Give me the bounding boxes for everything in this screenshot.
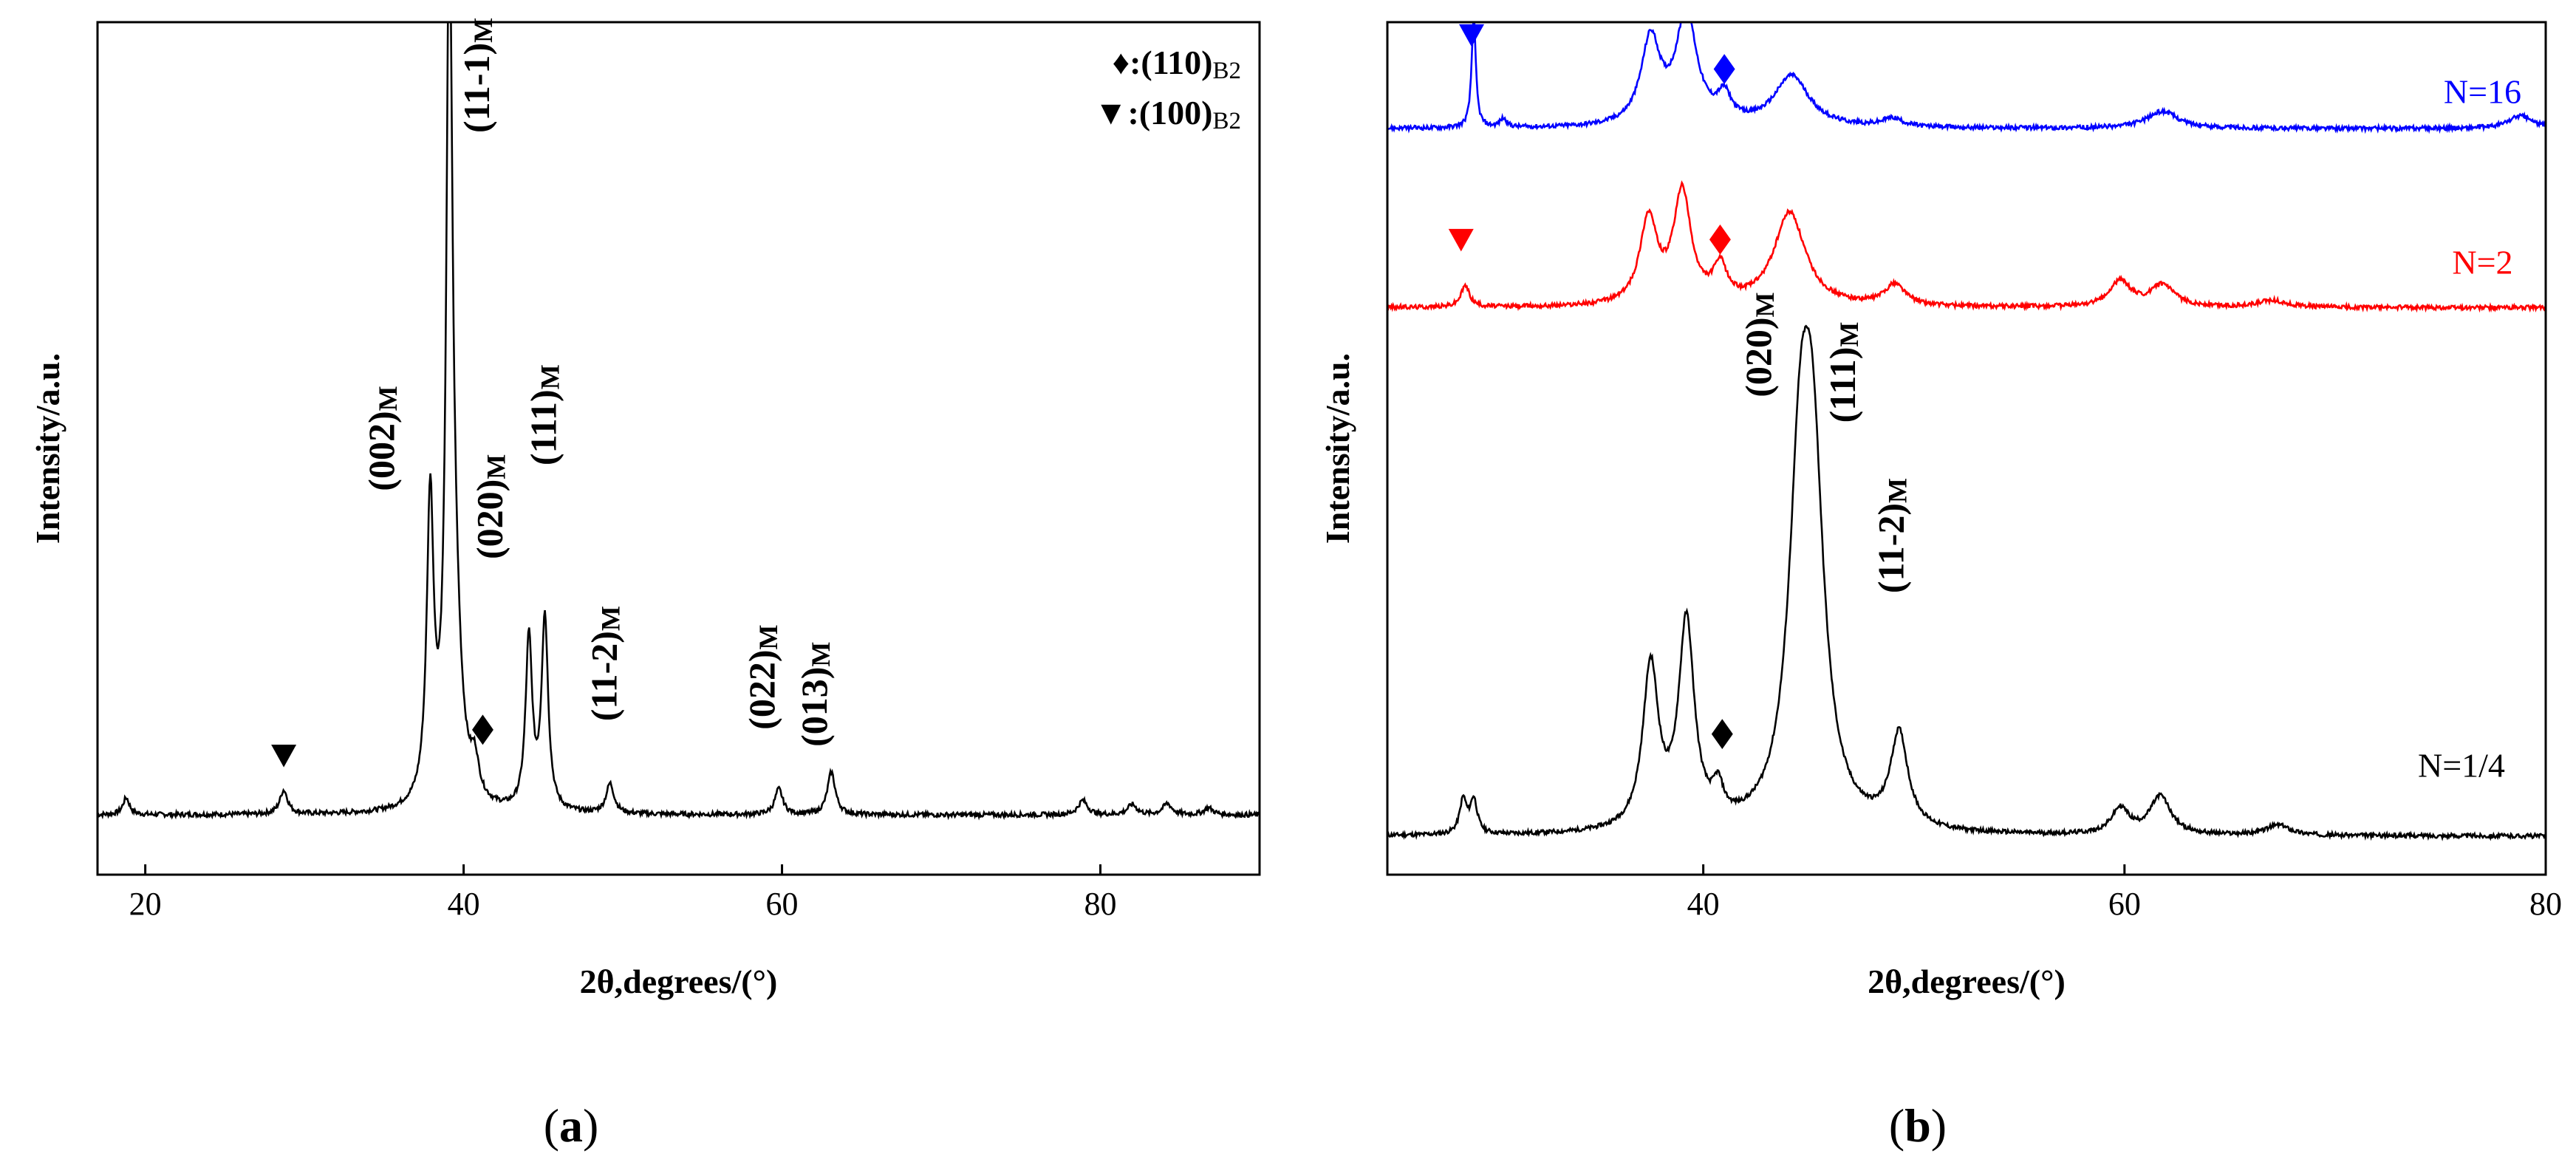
marker-triangle-down <box>1448 228 1474 252</box>
series-line-N=16 <box>1387 22 2546 134</box>
panel-b: N=1/4 N=2 N=16 40 60 80 2θ,degrees/(°) Intensit… <box>1319 21 2562 1000</box>
plot-frame <box>96 21 1261 876</box>
peak-label-p112: (11-2)M <box>583 606 625 721</box>
peak-label-text: (013) <box>793 667 835 747</box>
x-axis-label: 2θ,degrees/(°) <box>580 963 778 1000</box>
legend-text: :(100) <box>1128 94 1213 131</box>
panel-a: 20 40 60 80 2θ,degrees/(°) Intensity/a.u. (002… <box>29 18 1261 1000</box>
peak-label-text: (11-1) <box>456 43 497 133</box>
x-tick-label: 80 <box>2529 886 2562 922</box>
x-tick-label: 80 <box>1084 886 1117 922</box>
marker-triangle-down <box>1459 24 1485 47</box>
x-tick-label: 60 <box>2108 886 2141 922</box>
series-line-N=1/4 <box>1387 324 2546 841</box>
series-line-a <box>98 22 1260 821</box>
peak-label-subscript: M <box>373 386 403 411</box>
peak-label-text: (111) <box>523 389 564 465</box>
marker-diamond <box>1713 54 1735 84</box>
peak-label-p022: (022)M <box>741 625 783 730</box>
series-label: N=1/4 <box>2418 746 2505 784</box>
y-axis-label: Intensity/a.u. <box>29 353 66 544</box>
series-group <box>98 22 1260 821</box>
peak-label-subscript: M <box>1750 292 1780 317</box>
caption-a: (a) <box>544 1099 599 1152</box>
peak-label-p111: (111)M <box>523 364 565 465</box>
x-tick-label: 60 <box>766 886 799 922</box>
peak-label-p020: (020)M <box>468 454 510 559</box>
peak-label-subscript: M <box>806 642 836 667</box>
peak-label-text: (111) <box>1822 347 1863 423</box>
series-label: N=16 <box>2444 73 2521 111</box>
series-group <box>1387 22 2546 841</box>
peak-label-text: (020) <box>468 479 510 559</box>
peak-label-subscript: M <box>1882 478 1912 503</box>
peak-label-subscript: M <box>754 625 783 650</box>
x-axis-label: 2θ,degrees/(°) <box>1868 963 2066 1000</box>
legend-symbol: ♦ <box>1113 44 1130 81</box>
caption-b: (b) <box>1889 1099 1947 1152</box>
legend-subscript: B2 <box>1212 58 1241 84</box>
peak-label-subscript: M <box>481 454 510 479</box>
marker-diamond <box>472 714 493 745</box>
peak-label-subscript: M <box>1834 322 1864 347</box>
x-tick-label: 40 <box>448 886 480 922</box>
peak-label-text: (020) <box>1738 317 1779 397</box>
peak-label-subscript: M <box>536 364 565 389</box>
peak-label-b111: (111)M <box>1822 322 1864 423</box>
series-label: N=2 <box>2452 243 2512 281</box>
peak-label-b112: (11-2)M <box>1870 478 1912 593</box>
peak-label-b020: (020)M <box>1738 292 1780 397</box>
legend-entry: ▼:(100)B2 <box>1094 94 1241 134</box>
marker-diamond <box>1711 719 1733 749</box>
marker-diamond <box>1709 224 1731 255</box>
legend-subscript: B2 <box>1212 108 1241 134</box>
marker-triangle-down <box>271 744 297 768</box>
peak-label-text: (022) <box>741 650 782 730</box>
x-tick-label: 40 <box>1687 886 1720 922</box>
legend-entry: ♦:(110)B2 <box>1113 44 1241 84</box>
x-tick-label: 20 <box>129 886 162 922</box>
peak-label-p013: (013)M <box>793 642 836 747</box>
peak-label-subscript: M <box>468 18 498 43</box>
plot-frame <box>1386 21 2547 876</box>
peak-label-p111m: (11-1)M <box>456 18 498 133</box>
peak-label-text: (11-2) <box>583 631 624 721</box>
y-axis-label: Intensity/a.u. <box>1319 353 1356 544</box>
peak-label-subscript: M <box>595 606 625 631</box>
series-line-N=2 <box>1387 180 2546 313</box>
peak-label-text: (11-2) <box>1870 503 1911 593</box>
legend-text: :(110) <box>1130 44 1212 81</box>
peak-label-text: (002) <box>361 411 402 491</box>
legend-symbol: ▼ <box>1094 94 1128 131</box>
peak-label-p002: (002)M <box>361 386 403 491</box>
